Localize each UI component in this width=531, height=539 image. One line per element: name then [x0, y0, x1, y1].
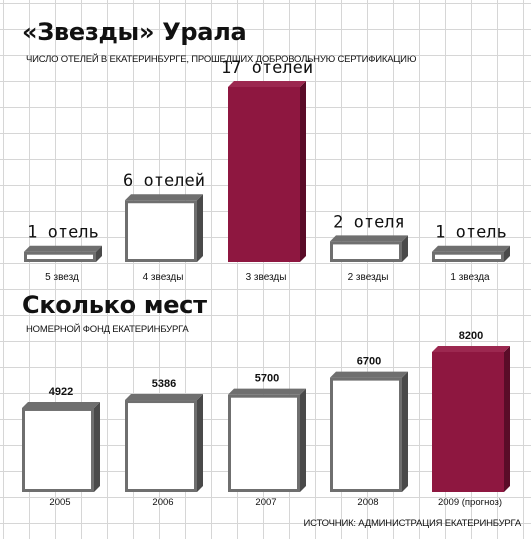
chart1-category-label-2: 4 звезды	[143, 272, 184, 283]
chart2-bar-3	[228, 394, 300, 492]
chart2-category-label-1: 2005	[49, 497, 70, 508]
chart1-value-label-5: 1 отель	[435, 223, 507, 243]
chart1-bar-2	[125, 200, 197, 262]
chart1-bar-1	[24, 251, 96, 263]
chart1-bar-1-top	[24, 245, 102, 252]
chart1-title: «Звезды» Урала	[22, 18, 247, 46]
chart2-category-label-5: 2009 (прогноз)	[438, 497, 502, 508]
chart1-bar-5	[432, 251, 504, 263]
chart2-bar-2-side	[197, 394, 203, 492]
chart1-bar-4-top	[330, 235, 408, 242]
chart2-bar-1-side	[94, 401, 100, 492]
chart1-bar-1-side	[96, 245, 102, 262]
chart1-bar-4-side	[402, 235, 408, 262]
chart2-value-label-3: 5700	[255, 373, 279, 385]
chart2-value-label-4: 6700	[357, 356, 381, 368]
chart2-bar-5-side	[504, 346, 510, 492]
chart2-bar-4-top	[330, 371, 408, 378]
chart1-category-label-3: 3 звезды	[246, 272, 287, 283]
chart1-bar-2-side	[197, 194, 203, 262]
chart1-category-label-1: 5 звезд	[45, 272, 79, 283]
chart1-bar-2-top	[125, 194, 203, 201]
chart1-category-label-5: 1 звезда	[450, 272, 490, 283]
chart2-category-label-3: 2007	[255, 497, 276, 508]
chart1-bar-3-side	[300, 81, 306, 262]
chart2-bar-1-top	[22, 401, 100, 408]
chart1-value-label-3: 17 отелей	[221, 58, 313, 78]
chart2-bar-5-top	[432, 346, 510, 352]
chart1-value-label-2: 6 отелей	[123, 171, 205, 191]
chart2-value-label-2: 5386	[152, 378, 176, 390]
source-note: ИСТОЧНИК: АДМИНИСТРАЦИЯ ЕКАТЕРИНБУРГА	[303, 518, 522, 529]
chart1-bar-4	[330, 241, 402, 262]
chart1-category-label-4: 2 звезды	[348, 272, 389, 283]
chart2-bar-5	[432, 352, 504, 492]
chart2-bar-4-side	[402, 371, 408, 492]
chart2-bar-4	[330, 377, 402, 492]
chart1-bar-3	[228, 87, 300, 262]
chart2-bar-2	[125, 400, 197, 493]
chart1-bar-3-top	[228, 81, 306, 87]
chart1-bar-5-side	[504, 245, 510, 262]
chart2-bar-2-top	[125, 394, 203, 401]
chart2-bar-3-side	[300, 388, 306, 492]
chart1-subtitle: ЧИСЛО ОТЕЛЕЙ В ЕКАТЕРИНБУРГЕ, ПРОШЕДШИХ …	[26, 54, 417, 65]
chart2-value-label-5: 8200	[459, 330, 483, 342]
chart2-category-label-4: 2008	[357, 497, 378, 508]
chart2-bar-3-top	[228, 388, 306, 395]
chart1-value-label-4: 2 отеля	[333, 212, 405, 232]
chart1-bar-5-top	[432, 245, 510, 252]
chart2-category-label-2: 2006	[152, 497, 173, 508]
chart2-subtitle: НОМЕРНОЙ ФОНД ЕКАТЕРИНБУРГА	[26, 324, 189, 335]
chart2-title: Сколько мест	[22, 291, 207, 319]
chart1-value-label-1: 1 отель	[27, 223, 99, 243]
chart2-bar-1	[22, 407, 94, 492]
chart2-value-label-1: 4922	[49, 386, 73, 398]
